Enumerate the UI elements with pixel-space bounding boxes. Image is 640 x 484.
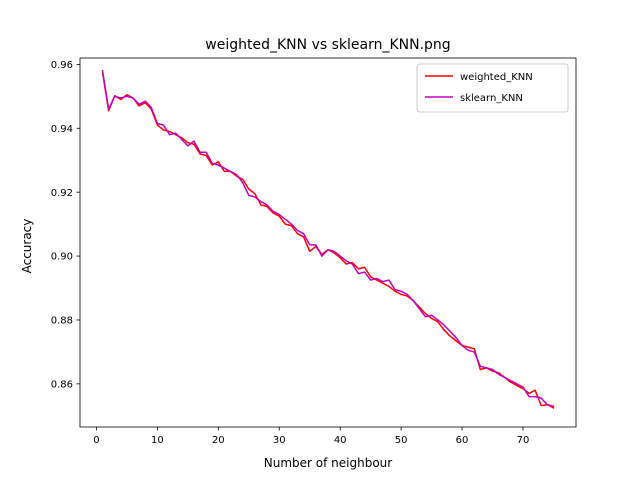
y-tick-label: 0.90: [51, 252, 73, 263]
axes-frame: [79, 57, 577, 428]
x-tick-label: 50: [395, 435, 408, 446]
legend-box: [416, 63, 569, 113]
series-lines: [101, 69, 555, 409]
x-tick-label: 40: [334, 435, 347, 446]
x-tick-label: 70: [517, 435, 530, 446]
x-tick-label: 20: [212, 435, 225, 446]
x-tick-label: 0: [93, 435, 99, 446]
plot-area: 0 10 20 30 40 50 60 70 0.86 0.88 0.90 0.92 0.94 0.96: [51, 57, 577, 446]
legend-label: sklearn_KNN: [460, 93, 523, 104]
x-tick-label: 10: [151, 435, 164, 446]
y-tick-label: 0.88: [51, 316, 73, 327]
x-tick-label: 30: [273, 435, 286, 446]
legend: weighted_KNN sklearn_KNN: [416, 63, 569, 113]
y-axis-label: Accuracy: [20, 219, 34, 274]
x-tick-label: 60: [456, 435, 469, 446]
legend-label: weighted_KNN: [460, 72, 533, 83]
chart-title: weighted_KNN vs sklearn_KNN.png: [205, 37, 450, 53]
y-tick-label: 0.96: [51, 60, 73, 71]
series-line-sklearn-knn: [101, 69, 555, 408]
y-tick-label: 0.86: [51, 379, 73, 390]
y-tick-label: 0.92: [51, 188, 73, 199]
y-tick-label: 0.94: [51, 124, 73, 135]
x-axis-label: Number of neighbour: [264, 456, 393, 470]
